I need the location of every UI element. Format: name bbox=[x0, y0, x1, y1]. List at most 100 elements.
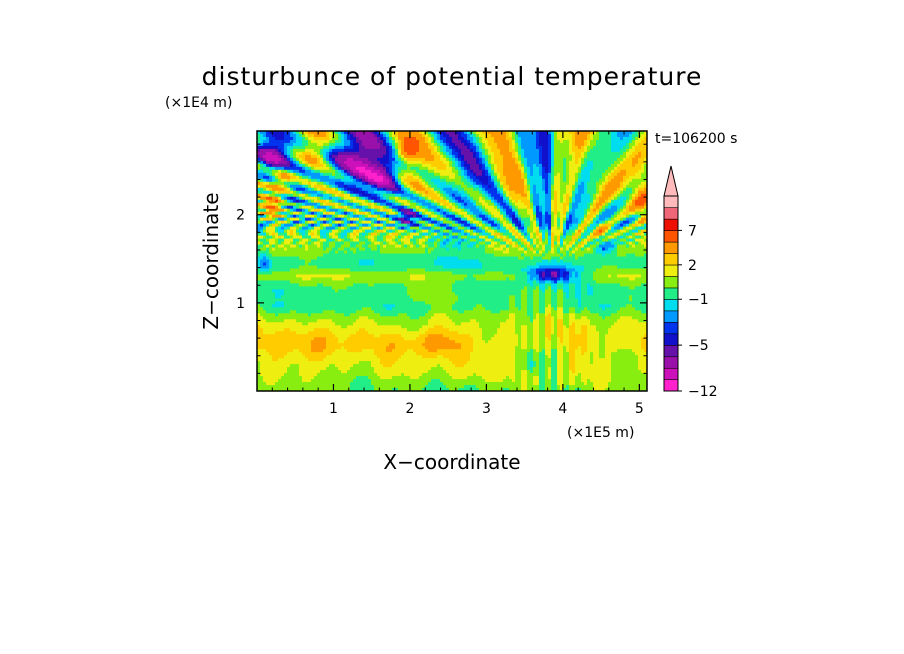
field-cell bbox=[509, 193, 513, 198]
field-cell bbox=[341, 187, 345, 192]
field-cell bbox=[272, 136, 276, 141]
field-cell bbox=[500, 229, 504, 234]
field-cell bbox=[380, 133, 384, 138]
field-cell bbox=[623, 131, 627, 135]
field-cell bbox=[521, 151, 525, 156]
field-cell bbox=[491, 178, 495, 183]
field-cell bbox=[467, 136, 471, 141]
field-cell bbox=[290, 184, 294, 189]
field-cell bbox=[434, 223, 438, 228]
field-cell bbox=[410, 160, 414, 165]
field-cell bbox=[383, 169, 387, 174]
field-cell bbox=[458, 157, 462, 162]
field-cell bbox=[482, 193, 486, 198]
field-cell bbox=[494, 133, 498, 138]
field-cell bbox=[287, 160, 291, 165]
field-cell bbox=[527, 131, 531, 135]
field-cell bbox=[284, 196, 288, 201]
field-cell bbox=[320, 169, 324, 174]
field-cell bbox=[284, 199, 288, 204]
field-cell bbox=[308, 244, 312, 249]
field-cell bbox=[605, 136, 609, 141]
field-cell bbox=[260, 178, 264, 183]
field-cell bbox=[302, 133, 306, 138]
field-cell bbox=[290, 157, 294, 162]
field-cell bbox=[275, 148, 279, 153]
field-cell bbox=[383, 148, 387, 153]
field-cell bbox=[533, 208, 537, 213]
field-cell bbox=[587, 163, 591, 168]
field-cell bbox=[515, 226, 519, 231]
field-cell bbox=[446, 169, 450, 174]
field-cell bbox=[287, 151, 291, 156]
field-cell bbox=[290, 226, 294, 231]
field-cell bbox=[356, 131, 360, 135]
field-cell bbox=[617, 187, 621, 192]
field-cell bbox=[347, 160, 351, 165]
field-cell bbox=[404, 178, 408, 183]
field-cell bbox=[395, 154, 399, 159]
field-cell bbox=[470, 232, 474, 237]
field-cell bbox=[326, 235, 330, 240]
field-cell bbox=[410, 232, 414, 237]
field-cell bbox=[593, 148, 597, 153]
field-cell bbox=[326, 169, 330, 174]
field-cell bbox=[590, 238, 594, 243]
field-cell bbox=[383, 193, 387, 198]
field-cell bbox=[335, 184, 339, 189]
field-cell bbox=[383, 163, 387, 168]
field-cell bbox=[593, 229, 597, 234]
field-cell bbox=[278, 226, 282, 231]
field-cell bbox=[437, 175, 441, 180]
field-cell bbox=[338, 196, 342, 201]
field-cell bbox=[503, 181, 507, 186]
field-cell bbox=[353, 163, 357, 168]
field-cell bbox=[632, 160, 636, 165]
field-cell bbox=[437, 223, 441, 228]
field-cell bbox=[461, 175, 465, 180]
field-cell bbox=[449, 178, 453, 183]
field-cell bbox=[266, 163, 270, 168]
field-cell bbox=[263, 184, 267, 189]
field-cell bbox=[332, 196, 336, 201]
field-cell bbox=[599, 181, 603, 186]
field-cell bbox=[302, 220, 306, 225]
field-cell bbox=[386, 220, 390, 225]
field-cell bbox=[368, 151, 372, 156]
field-cell bbox=[626, 199, 630, 204]
field-cell bbox=[605, 187, 609, 192]
field-cell bbox=[530, 154, 534, 159]
field-cell bbox=[578, 151, 582, 156]
field-cell bbox=[533, 178, 537, 183]
field-cell bbox=[305, 232, 309, 237]
field-cell bbox=[581, 226, 585, 231]
field-cell bbox=[305, 169, 309, 174]
field-cell bbox=[443, 229, 447, 234]
field-cell bbox=[329, 223, 333, 228]
field-cell bbox=[641, 169, 645, 174]
field-cell bbox=[581, 199, 585, 204]
field-cell bbox=[284, 241, 288, 246]
field-cell bbox=[542, 199, 546, 204]
field-cell bbox=[413, 232, 417, 237]
field-cell bbox=[512, 172, 516, 177]
field-cell bbox=[434, 136, 438, 141]
field-cell bbox=[275, 139, 279, 144]
field-cell bbox=[626, 217, 630, 222]
field-cell bbox=[410, 217, 414, 222]
field-cell bbox=[362, 196, 366, 201]
field-cell bbox=[554, 229, 558, 234]
field-cell bbox=[482, 208, 486, 213]
field-cell bbox=[512, 226, 516, 231]
field-cell bbox=[305, 226, 309, 231]
field-cell bbox=[470, 131, 474, 135]
field-cell bbox=[440, 199, 444, 204]
field-cell bbox=[605, 166, 609, 171]
field-cell bbox=[266, 235, 270, 240]
field-cell bbox=[269, 205, 273, 210]
field-cell bbox=[635, 235, 639, 240]
field-cell bbox=[374, 211, 378, 216]
field-cell bbox=[518, 226, 522, 231]
field-cell bbox=[380, 229, 384, 234]
field-cell bbox=[527, 202, 531, 207]
